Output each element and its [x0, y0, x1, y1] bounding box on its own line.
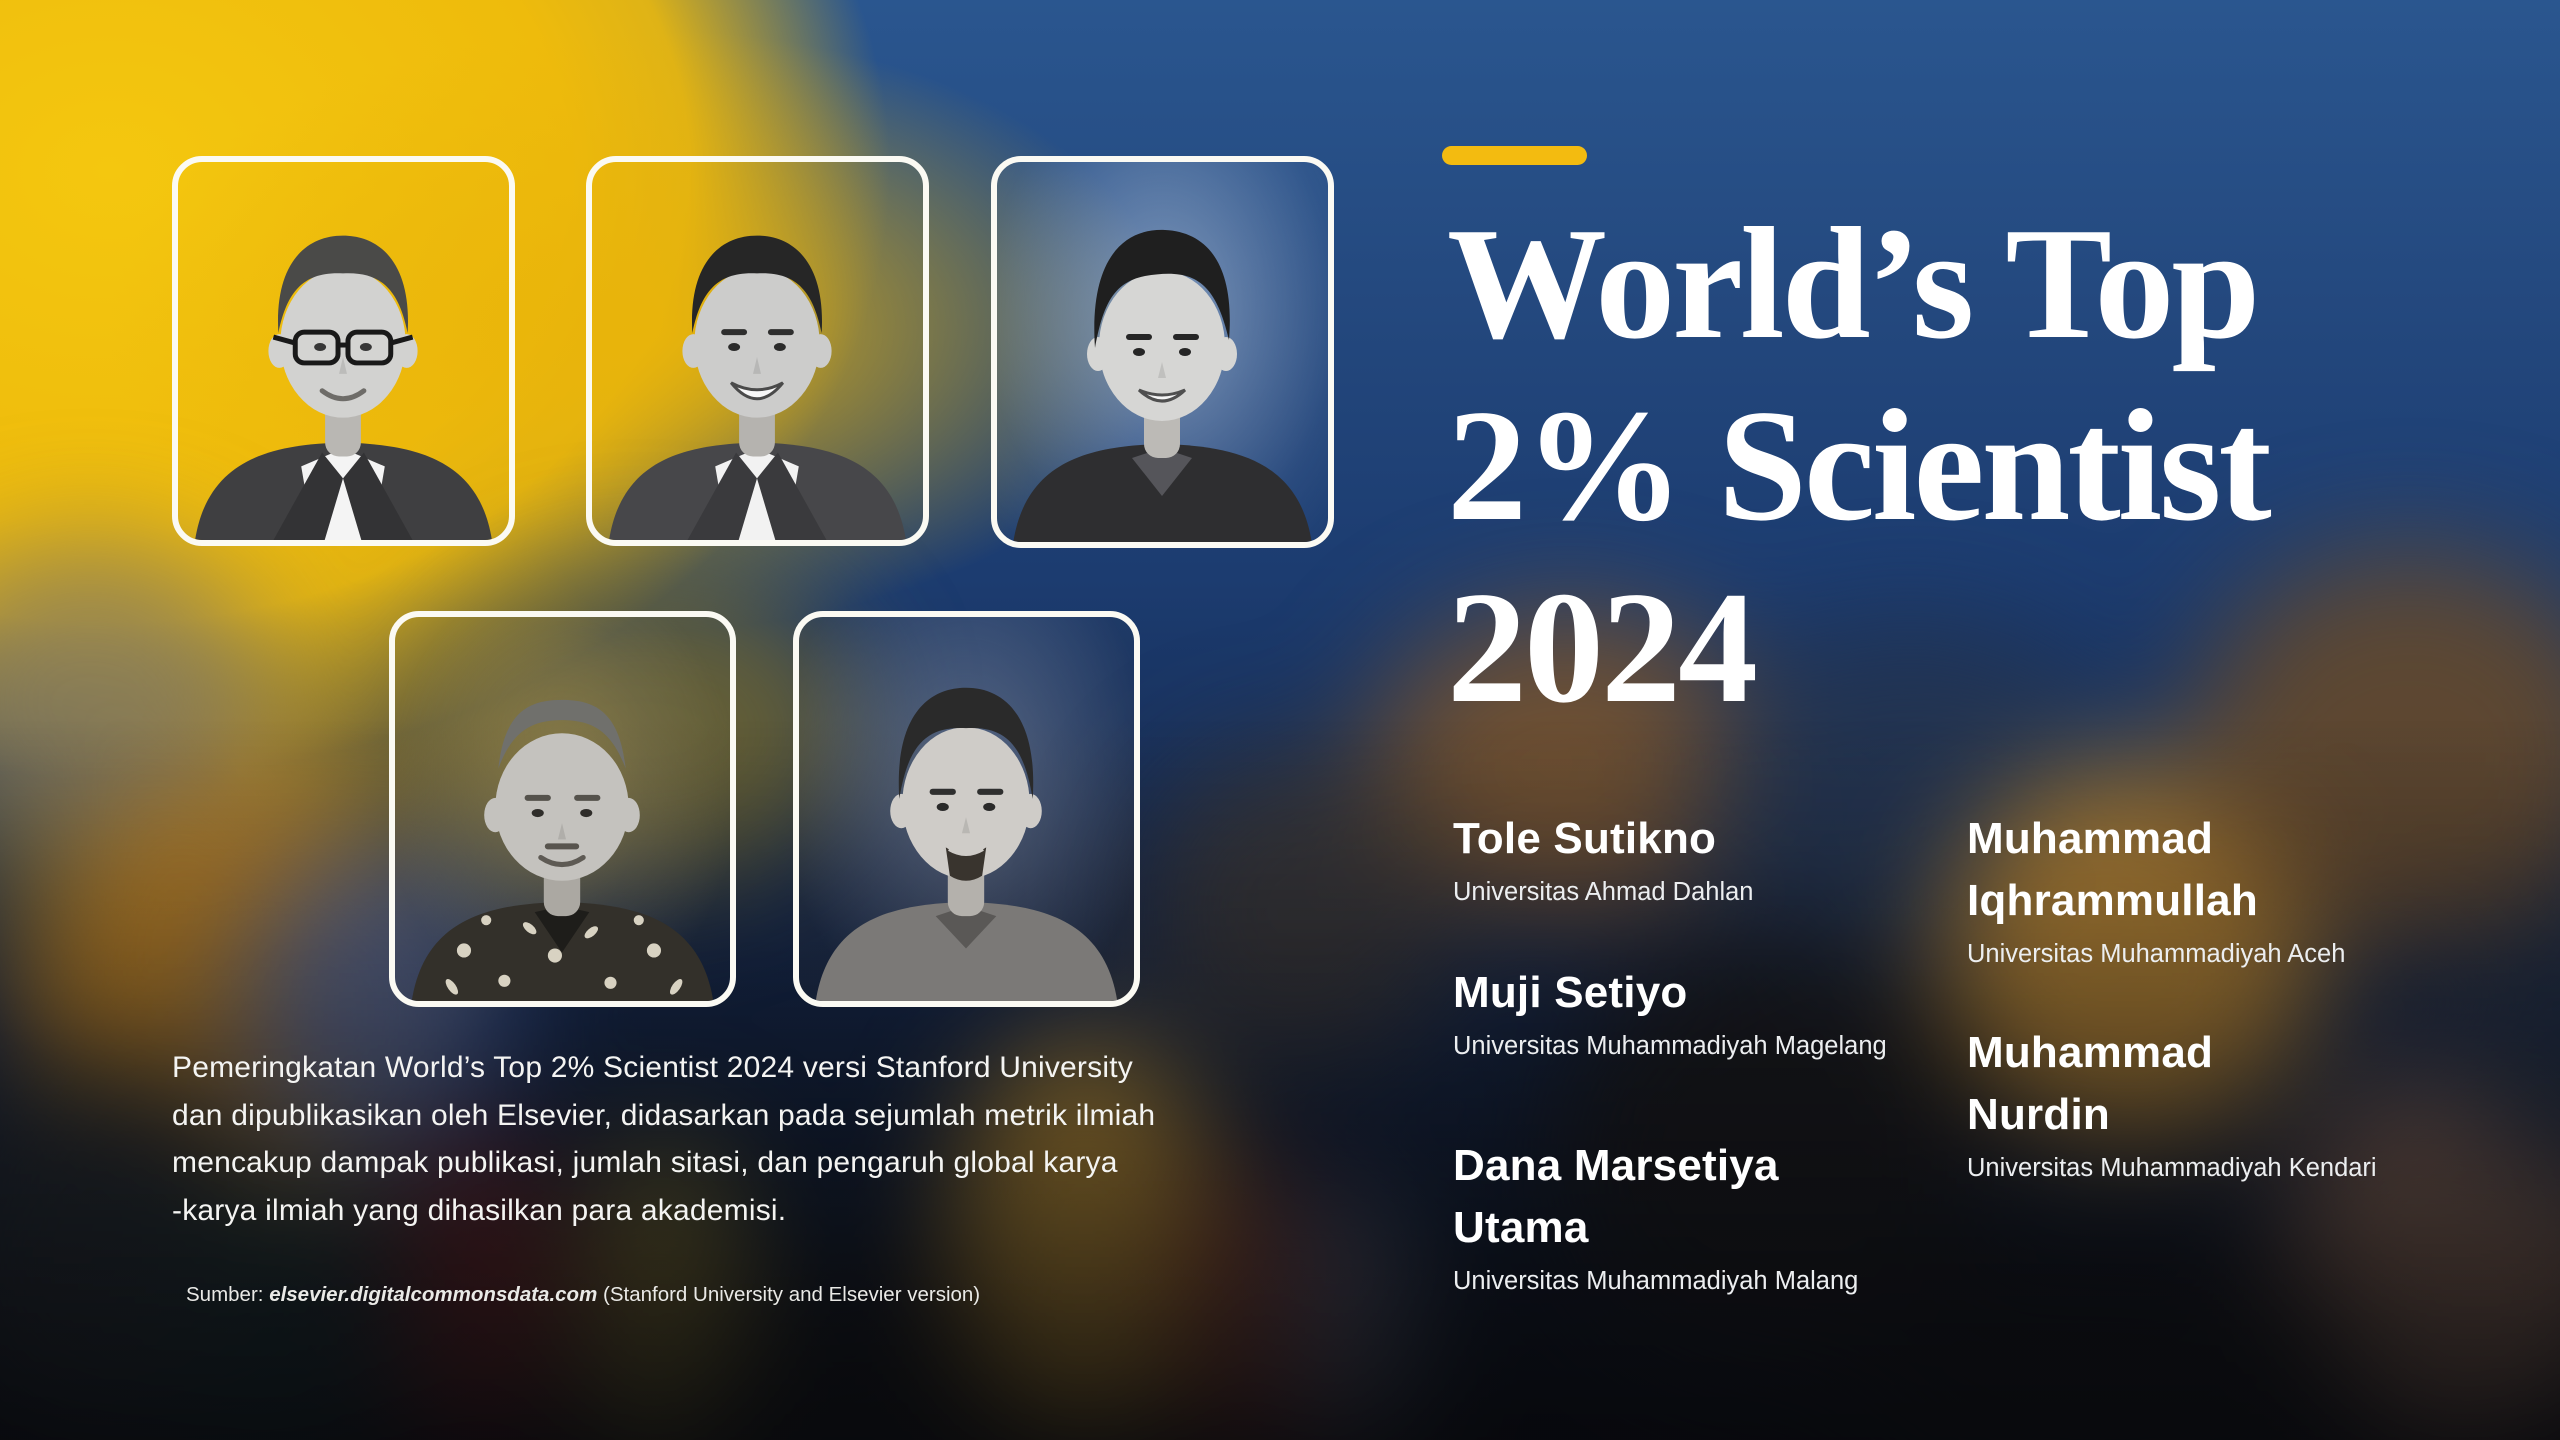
- portrait-photo-5: [815, 687, 1118, 1001]
- description-line: Pemeringkatan World’s Top 2% Scientist 2…: [172, 1051, 1133, 1084]
- portrait-frame-4: [389, 611, 736, 1007]
- source-site: elsevier.digitalcommonsdata.com: [269, 1283, 598, 1306]
- scientist-entry-tole-sutikno: Tole Sutikno Universitas Ahmad Dahlan: [1453, 808, 1833, 909]
- scientist-university: Universitas Muhammadiyah Magelang: [1453, 1032, 1887, 1060]
- scientist-university: Universitas Muhammadiyah Kendari: [1967, 1154, 2377, 1182]
- source-note: (Stanford University and Elsevier versio…: [603, 1283, 981, 1306]
- portrait-photo-1: [195, 235, 492, 540]
- batik-pattern: [445, 915, 683, 995]
- title-line-1: World’s Top: [1447, 194, 2260, 372]
- title-line-3: 2024: [1447, 558, 1758, 736]
- description-line: dan dipublikasikan oleh Elsevier, didasa…: [172, 1098, 1156, 1132]
- source-line: Sumber: elsevier.digitalcommonsdata.com …: [186, 1280, 980, 1310]
- scientist-entry-muji-setiyo: Muji Setiyo Universitas Muhammadiyah Mag…: [1453, 962, 1887, 1063]
- scientist-name: Muhammad Iqhrammullah: [1967, 814, 2258, 925]
- scientist-name: Dana Marsetiya Utama: [1453, 1141, 1779, 1252]
- portrait-photo-4: [411, 699, 714, 1001]
- scientist-name: Muji Setiyo: [1453, 968, 1688, 1017]
- description-line: -karya ilmiah yang dihasilkan para akade…: [172, 1193, 787, 1227]
- page-title: World’s Top 2% Scientist 2024: [1447, 192, 2487, 738]
- title-line-2: 2% Scientist: [1447, 376, 2272, 554]
- scientist-university: Universitas Ahmad Dahlan: [1453, 878, 1754, 906]
- description-paragraph: Pemeringkatan World’s Top 2% Scientist 2…: [172, 1044, 1155, 1234]
- description-line: mencakup dampak publikasi, jumlah sitasi…: [172, 1146, 1118, 1179]
- portrait-frame-5: [793, 611, 1140, 1007]
- scientist-university: Universitas Muhammadiyah Aceh: [1967, 940, 2346, 968]
- glasses-icon: [272, 329, 414, 366]
- scientist-entry-muhammad-iqhrammullah: Muhammad Iqhrammullah Universitas Muhamm…: [1967, 808, 2346, 971]
- portrait-photo-2: [609, 235, 906, 540]
- portrait-photo-3: [1013, 229, 1312, 542]
- portrait-frame-2: [586, 156, 929, 546]
- portrait-frame-1: [172, 156, 515, 546]
- scientist-entry-muhammad-nurdin: Muhammad Nurdin Universitas Muhammadiyah…: [1967, 1022, 2377, 1185]
- source-label: Sumber:: [186, 1283, 264, 1306]
- portrait-frame-3: [991, 156, 1334, 548]
- accent-bar: [1442, 146, 1587, 165]
- scientist-name: Tole Sutikno: [1453, 814, 1717, 863]
- scientist-entry-dana-marsetiya-utama: Dana Marsetiya Utama Universitas Muhamma…: [1453, 1135, 1859, 1298]
- scientist-name: Muhammad Nurdin: [1967, 1028, 2214, 1139]
- scientist-university: Universitas Muhammadiyah Malang: [1453, 1267, 1859, 1295]
